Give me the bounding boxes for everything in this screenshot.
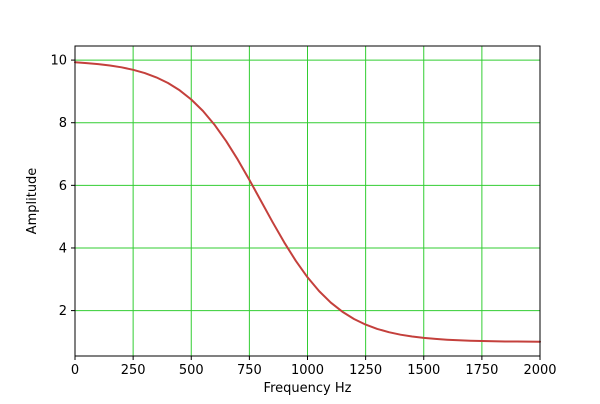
amplitude-response-curve [74,61,541,343]
x-tick-label-1750: 1750 [465,363,498,378]
x-tick-label-750: 750 [237,363,262,378]
x-axis-label: Frequency Hz [264,381,352,396]
x-tick-label-1500: 1500 [407,363,440,378]
y-tick-label-8: 8 [59,116,67,131]
y-tick-label-4: 4 [59,241,67,256]
x-tick-label-250: 250 [121,363,146,378]
x-tick-label-2000: 2000 [523,363,556,378]
series-layer [74,61,541,343]
y-tick-label-6: 6 [59,179,67,194]
y-axis-label: Amplitude [25,168,40,235]
y-tick-label-10: 10 [50,54,67,69]
x-tick-label-0: 0 [71,363,79,378]
grid-layer [74,46,541,356]
x-tick-label-500: 500 [179,363,204,378]
tick-label-layer: 0 250 500 750 1000 1250 1500 1750 2000 2 4 6 8 10 [50,54,556,378]
tick-layer [71,59,541,360]
x-tick-label-1250: 1250 [349,363,382,378]
y-tick-label-2: 2 [59,304,67,319]
x-tick-label-1000: 1000 [291,363,324,378]
